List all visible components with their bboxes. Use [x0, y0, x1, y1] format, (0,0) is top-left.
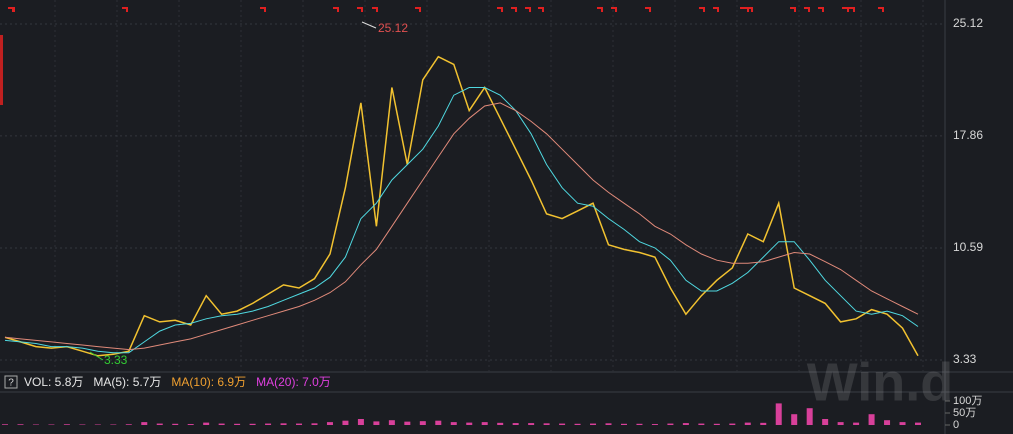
y-tick-label: 50万: [953, 407, 976, 419]
volume-legend: VOL: 5.8万: [24, 375, 83, 389]
volume-bar: [481, 422, 488, 425]
volume-bar: [899, 422, 906, 425]
event-markers: [8, 7, 884, 12]
volume-bar: [512, 423, 519, 425]
price-line: [4, 55, 919, 357]
volume-legend: MA(10): 6.9万: [171, 375, 246, 389]
volume-bar: [837, 422, 844, 425]
volume-bar: [249, 423, 256, 425]
help-icon-text: ?: [8, 378, 14, 389]
min-pointer: [89, 351, 104, 361]
volume-bar: [729, 423, 736, 425]
volume-bar: [265, 423, 272, 425]
volume-bar: [450, 422, 457, 425]
y-tick-label: 0: [953, 419, 959, 431]
volume-legend: MA(5): 5.7万: [93, 375, 161, 389]
volume-bar: [822, 419, 829, 425]
volume-bar: [853, 422, 860, 425]
volume-bar: [682, 423, 689, 425]
volume-bar: [497, 422, 504, 425]
volume-bar: [667, 423, 674, 425]
volume-bar: [141, 422, 148, 425]
volume-bar: [528, 423, 535, 425]
volume-bar: [559, 423, 566, 425]
volume-bar: [806, 408, 813, 425]
volume-bar: [63, 424, 70, 425]
volume-bar: [125, 424, 132, 425]
volume-bar: [218, 423, 225, 425]
price-line: [4, 87, 919, 354]
volume-bar: [744, 422, 751, 425]
volume-bar: [388, 420, 395, 425]
volume-bar: [404, 421, 411, 425]
max-annotation: 25.12: [378, 21, 408, 35]
y-tick-label: 17.86: [953, 128, 983, 142]
volume-bar: [17, 424, 24, 425]
volume-bar: [203, 422, 210, 425]
y-tick-label: 100万: [953, 395, 982, 407]
volume-bar: [620, 423, 627, 425]
volume-bar: [775, 403, 782, 425]
volume-bar: [435, 420, 442, 425]
volume-bar: [698, 423, 705, 425]
volume-bar: [791, 414, 798, 425]
max-pointer: [361, 21, 377, 29]
volume-bar: [574, 423, 581, 425]
volume-bar: [311, 423, 318, 425]
volume-bar: [713, 423, 720, 425]
volume-bar: [636, 423, 643, 425]
volume-bar: [915, 422, 921, 425]
y-tick-label: 25.12: [953, 16, 983, 30]
volume-bar: [651, 424, 658, 425]
volume-bar: [357, 419, 364, 425]
volume-bar: [884, 420, 891, 425]
y-tick-label: 10.59: [953, 240, 983, 254]
volume-legend: MA(20): 7.0万: [256, 375, 331, 389]
volume-bar: [296, 423, 303, 425]
volume-bar: [543, 423, 550, 425]
help-icon[interactable]: [4, 375, 18, 389]
y-tick-label: 3.33: [953, 352, 977, 366]
volume-bar: [156, 423, 163, 425]
watermark: Win.d: [807, 352, 953, 412]
volume-bar: [373, 421, 380, 425]
volume-bar: [605, 423, 612, 425]
volume-bar: [172, 423, 179, 425]
volume-bar: [280, 423, 287, 425]
volume-bar: [326, 422, 333, 425]
volume-bar: [342, 420, 349, 425]
volume-bar: [187, 424, 194, 425]
volume-bar: [419, 421, 426, 425]
volume-bar: [760, 422, 767, 425]
volume-bar: [234, 423, 241, 425]
volume-bar: [2, 424, 8, 425]
volume-bar: [466, 422, 473, 425]
min-annotation: 3.33: [104, 353, 128, 367]
volume-bar: [590, 423, 597, 425]
price-line: [4, 102, 919, 351]
side-marker: [0, 35, 3, 105]
volume-bar: [868, 414, 875, 425]
